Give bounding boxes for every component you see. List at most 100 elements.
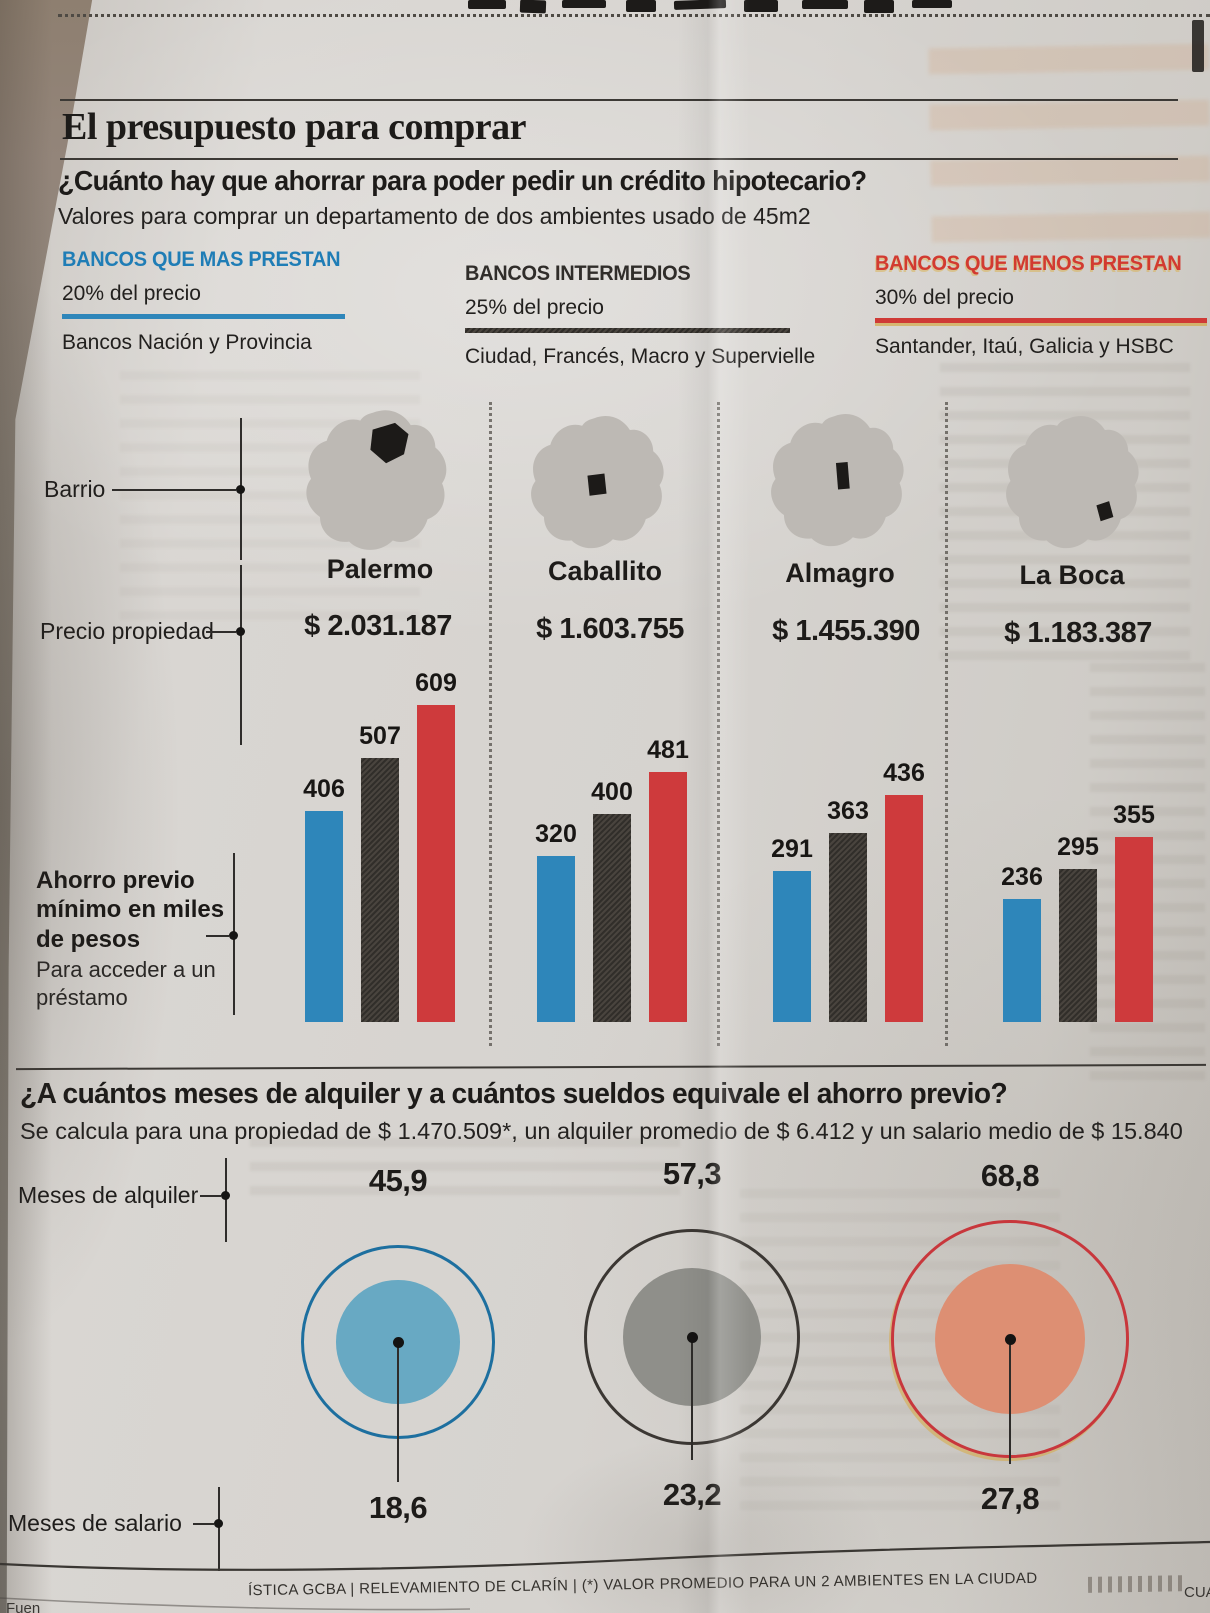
- property-price: $ 1.603.755: [536, 613, 684, 645]
- bank-group-pct: 30% del precio: [875, 286, 1014, 309]
- ahorro-pointer-line: [206, 935, 229, 937]
- meses-salario-value-1: 23,2: [662, 1477, 722, 1512]
- cropped-headline-fragment: [562, 0, 606, 8]
- cropped-headline-fragment: [468, 0, 506, 9]
- bar-Almagro-serie0: [773, 871, 811, 1022]
- bubble-pointer-line-1: [691, 1337, 693, 1460]
- meses-alquiler-value-0: 45,9: [368, 1163, 428, 1198]
- bar-Almagro-serie2: [885, 795, 923, 1022]
- bubble-center-dot-1: [686, 1331, 698, 1343]
- barrio-name: Caballito: [547, 556, 662, 586]
- meses-alquiler-value-2: 68,8: [980, 1158, 1040, 1193]
- barrio-name: Palermo: [326, 554, 434, 584]
- ahorro-previo-note: Para acceder a un préstamo: [36, 957, 216, 1010]
- bank-group-mas-prestan: BANCOS QUE MAS PRESTAN 20% del precio Ba…: [62, 248, 422, 355]
- rule-above-kicker: [60, 99, 1178, 101]
- alquiler-bracket: [225, 1158, 227, 1242]
- bank-group-banks: Bancos Nación y Provincia: [62, 331, 312, 354]
- section2-divider: [16, 1063, 1206, 1071]
- bar-Palermo-serie0: [305, 811, 343, 1022]
- rule-below-kicker: [60, 158, 1178, 160]
- bar-Palermo-serie2: [417, 705, 455, 1022]
- bar-La Boca-serie2: [1115, 837, 1153, 1022]
- salario-bracket: [218, 1487, 220, 1571]
- footer-rule-curve: [0, 1540, 1210, 1611]
- bar-value-La Boca-serie0: 236: [1001, 863, 1043, 891]
- infographic-title: ¿Cuánto hay que ahorrar para poder pedir…: [58, 165, 867, 196]
- precio-bracket-dot: [236, 627, 245, 636]
- bank-group-label: BANCOS QUE MENOS PRESTAN: [875, 252, 1182, 275]
- section-kicker: El presupuesto para comprar: [62, 106, 526, 148]
- bar-value-Palermo-serie0: 406: [303, 775, 345, 803]
- page-edge-shadow: [0, 0, 52, 1613]
- meses-salario-label: Meses de salario: [8, 1510, 182, 1536]
- bank-group-rule: [875, 318, 1207, 323]
- meses-alquiler-label: Meses de alquiler: [18, 1182, 199, 1208]
- section2-title: ¿A cuántos meses de alquiler y a cuántos…: [20, 1078, 1008, 1110]
- salario-bracket-dot: [214, 1519, 223, 1528]
- barrio-pointer-line: [112, 489, 236, 491]
- cropped-headline-fragment: [519, 0, 547, 14]
- bar-Palermo-serie1: [361, 758, 399, 1022]
- precio-bracket: [240, 565, 242, 745]
- bank-group-menos-prestan: BANCOS QUE MENOS PRESTAN 30% del precio …: [875, 252, 1210, 359]
- bar-Almagro-serie1: [829, 833, 867, 1022]
- meses-salario-value-2: 27,8: [980, 1481, 1040, 1516]
- ahorro-bracket-dot: [229, 931, 238, 940]
- bank-group-pct: 25% del precio: [465, 296, 604, 319]
- bar-value-La Boca-serie1: 295: [1057, 833, 1099, 861]
- bar-value-Almagro-serie1: 363: [827, 797, 869, 825]
- bubble-pointer-line-2: [1009, 1339, 1011, 1464]
- alquiler-pointer-line: [200, 1195, 221, 1197]
- bank-group-rule: [465, 328, 790, 333]
- cropped-headline-fragment: [802, 0, 848, 9]
- column-separator: [489, 402, 492, 1046]
- cropped-headline-fragment: [626, 0, 656, 12]
- meses-salario-value-0: 18,6: [368, 1490, 428, 1525]
- cropped-headline-fragment: [744, 0, 778, 12]
- bar-value-Caballito-serie0: 320: [535, 820, 577, 848]
- bar-Caballito-serie1: [593, 814, 631, 1022]
- bank-group-pct: 20% del precio: [62, 282, 201, 305]
- section2-subtitle: Se calcula para una propiedad de $ 1.470…: [20, 1118, 1183, 1144]
- bar-value-Almagro-serie0: 291: [771, 835, 813, 863]
- cropped-headline-fragment: [673, 0, 727, 10]
- property-price: $ 1.455.390: [772, 615, 920, 647]
- infographic-subtitle: Valores para comprar un departamento de …: [58, 203, 811, 229]
- bleedthrough-headline: [928, 37, 1210, 243]
- bank-group-banks: Santander, Itaú, Galicia y HSBC: [875, 335, 1174, 358]
- map-palermo: [292, 406, 460, 554]
- barrio-name: Almagro: [785, 558, 895, 588]
- precio-propiedad-label: Precio propiedad: [40, 618, 214, 644]
- bar-value-Palermo-serie1: 507: [359, 722, 401, 750]
- footer-right-fragment: CUA: [1184, 1584, 1210, 1601]
- bar-value-Almagro-serie2: 436: [883, 759, 925, 787]
- precio-pointer-line: [206, 631, 236, 633]
- alquiler-bracket-dot: [221, 1191, 230, 1200]
- bar-value-La Boca-serie2: 355: [1113, 801, 1155, 829]
- bubble-center-dot-2: [1004, 1333, 1016, 1345]
- dotted-divider-top: [58, 14, 1210, 17]
- bar-Caballito-serie0: [537, 856, 575, 1022]
- bank-group-banks: Ciudad, Francés, Macro y Supervielle: [465, 345, 816, 368]
- bank-group-label: BANCOS INTERMEDIOS: [465, 262, 691, 285]
- cropped-headline-fragment: [912, 0, 952, 8]
- bar-La Boca-serie1: [1059, 869, 1097, 1022]
- bubble-pointer-line-0: [397, 1342, 399, 1482]
- map-caballito: [517, 412, 677, 552]
- barrio-bracket-dot: [236, 485, 245, 494]
- bank-group-label: BANCOS QUE MAS PRESTAN: [62, 248, 341, 271]
- cropped-headline-fragment: [864, 0, 894, 13]
- property-price: $ 1.183.387: [1004, 617, 1152, 649]
- footer-tick-marks: [1087, 1575, 1189, 1593]
- salario-pointer-line: [193, 1523, 214, 1525]
- bar-value-Palermo-serie2: 609: [415, 669, 457, 697]
- bar-Caballito-serie2: [649, 772, 687, 1022]
- column-separator: [945, 402, 948, 1046]
- adjacent-column-fragment: [1192, 20, 1204, 72]
- bank-group-rule: [62, 314, 345, 319]
- bar-La Boca-serie0: [1003, 899, 1041, 1022]
- property-price: $ 2.031.187: [304, 610, 452, 642]
- bubble-center-dot-0: [392, 1336, 404, 1348]
